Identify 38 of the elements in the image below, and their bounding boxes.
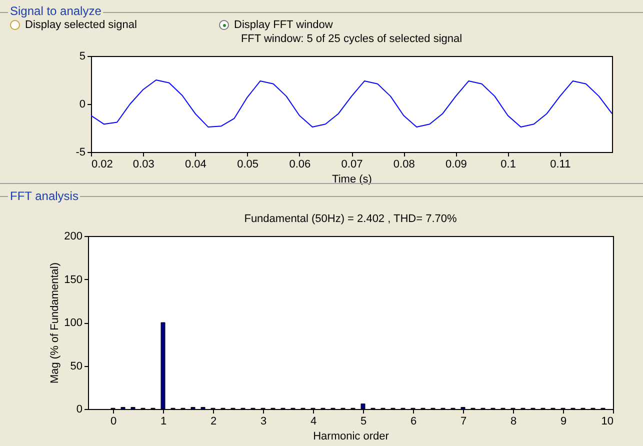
x-tick-label: 6 xyxy=(410,416,417,428)
text: Signal to analyze xyxy=(8,4,104,18)
line-series xyxy=(91,80,612,128)
x-tick-label: 2 xyxy=(210,416,217,428)
x-tick-label: 3 xyxy=(260,416,267,428)
x-tick-label: 10 xyxy=(601,416,614,428)
x-tick-label: 0.07 xyxy=(341,158,363,170)
x-tick-label: 9 xyxy=(560,416,567,428)
chart-title: Fundamental (50Hz) = 2.402 , THD= 7.70% xyxy=(244,213,458,225)
x-tick-label: 0.02 xyxy=(92,158,113,170)
x-axis-title: Harmonic order xyxy=(313,430,390,442)
y-tick-label: 0 xyxy=(76,404,82,416)
y-tick-label: -5 xyxy=(76,146,86,158)
x-tick-label: 0.08 xyxy=(393,158,415,170)
x-tick-label: 0.06 xyxy=(289,158,311,170)
y-tick-label: 100 xyxy=(64,317,82,329)
text: FFT analysis xyxy=(8,189,80,203)
x-tick-label: 0.09 xyxy=(445,158,467,170)
y-tick-label: 150 xyxy=(64,274,82,286)
text: Display selected signal xyxy=(25,19,137,31)
x-tick-label: 0.03 xyxy=(132,158,154,170)
chart-title: FFT window: 5 of 25 cycles of selected signal xyxy=(240,33,462,45)
x-tick-label: 7 xyxy=(460,416,467,428)
y-tick-label: 200 xyxy=(64,230,82,242)
x-tick-label: 0.05 xyxy=(237,158,259,170)
y-axis-title: Mag (% of Fundamental) xyxy=(49,262,62,384)
y-tick-label: 50 xyxy=(70,360,82,372)
x-tick-label: 0.04 xyxy=(184,158,206,170)
x-tick-label: 0 xyxy=(110,416,117,428)
y-tick-label: 0 xyxy=(79,98,86,110)
x-tick-label: 0.11 xyxy=(550,158,571,170)
x-tick-label: 8 xyxy=(510,416,517,428)
x-tick-label: 0.1 xyxy=(500,158,516,170)
x-tick-label: 5 xyxy=(360,416,367,428)
x-tick-label: 4 xyxy=(310,416,317,428)
text: Display FFT window xyxy=(234,19,333,31)
x-tick-label: 1 xyxy=(160,416,167,428)
y-tick-label: 5 xyxy=(79,50,86,62)
